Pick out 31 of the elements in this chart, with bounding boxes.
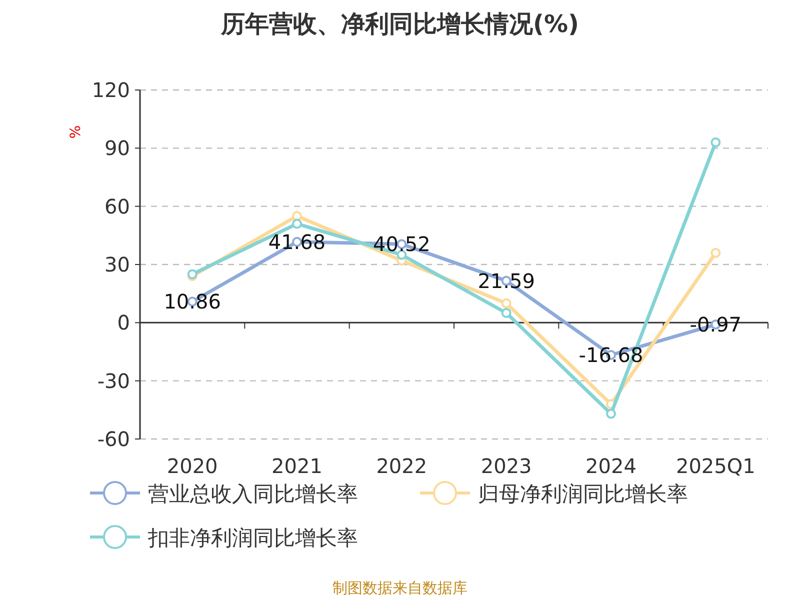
point [501, 308, 512, 318]
chart-title: 历年营收、净利同比增长情况(%) [220, 10, 579, 38]
x-tick-label: 2022 [376, 454, 428, 478]
data-label: 21.59 [478, 268, 535, 293]
text: 制图数据来自数据库 [332, 579, 468, 597]
x-tick-label: 2023 [480, 454, 532, 478]
y-tick-label: 0 [117, 310, 130, 335]
data-label: 10.86 [164, 290, 221, 314]
x-tick-label: 2024 [586, 454, 636, 478]
x-tick-label: 2021 [272, 454, 322, 478]
point [292, 211, 302, 222]
y-tick-label: 90 [104, 136, 130, 160]
y-tick-label: -60 [97, 427, 130, 451]
y-tick-label: 60 [104, 194, 130, 218]
point [710, 248, 721, 258]
x-tick-label: 2020 [166, 454, 218, 478]
y-tick-label: 30 [104, 252, 130, 276]
y-axis-title: % [68, 125, 84, 139]
x-tick-label: 2025Q1 [676, 454, 756, 478]
point [710, 137, 721, 148]
point [606, 408, 616, 419]
y-tick-label: -30 [97, 368, 130, 393]
data-label: -16.68 [578, 343, 644, 368]
legend-label: 营业总收入同比增长率 [148, 482, 358, 506]
legend-label: 归母净利润同比增长率 [478, 482, 688, 506]
legend-label: 扣非净利润同比增长率 [147, 526, 358, 550]
y-tick-label: 120 [92, 78, 130, 102]
point [501, 298, 512, 308]
point [292, 218, 302, 229]
data-label: 40.52 [373, 232, 430, 256]
data-label: 41.68 [268, 230, 326, 254]
